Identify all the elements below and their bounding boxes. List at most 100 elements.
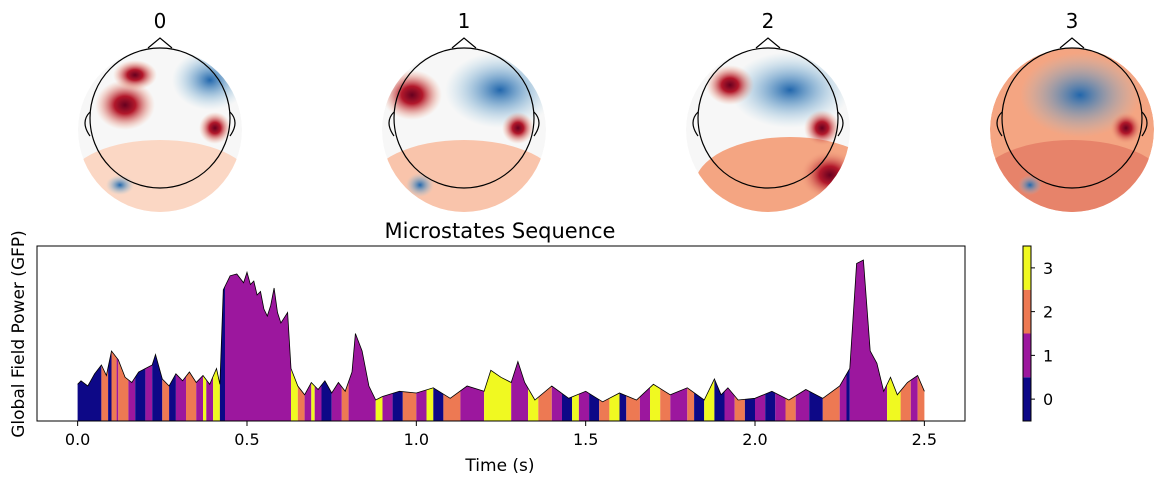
segment-state-2: [402, 391, 417, 421]
segment-state-1: [839, 374, 847, 421]
colorbar-tick-label: 3: [1043, 259, 1053, 278]
topomap-0: 0: [78, 9, 242, 212]
segment-state-2: [162, 379, 170, 421]
segment-state-2: [734, 395, 745, 421]
segment-state-0: [433, 387, 444, 421]
segment-state-1: [382, 393, 393, 421]
segment-state-1: [795, 389, 810, 421]
segment-state-2: [660, 388, 671, 421]
colorbar-tick-label: 2: [1043, 303, 1053, 322]
x-tick-label: 0.5: [234, 430, 259, 449]
segment-state-2: [900, 380, 911, 421]
segment-state-1: [724, 387, 735, 421]
segment-state-2: [687, 387, 695, 421]
colorbar: 0 1 2 3: [1022, 245, 1053, 422]
x-axis-ticks: 0.0 0.5 1.0 1.5 2.0 2.5: [65, 421, 937, 449]
segment-state-1: [348, 333, 376, 421]
segment-state-3: [650, 384, 661, 421]
segment-state-1: [206, 376, 214, 421]
segment-state-0: [619, 393, 627, 421]
segment-state-1: [196, 375, 203, 421]
segment-state-0: [589, 393, 600, 421]
segment-state-3: [375, 396, 383, 421]
segment-state-0: [321, 380, 332, 421]
x-tick-label: 1.5: [573, 430, 598, 449]
topomap-1: 1: [382, 9, 546, 212]
gfp-area: [77, 260, 925, 421]
segment-state-1: [910, 375, 918, 421]
topomap-1-label: 1: [458, 9, 471, 33]
segment-state-1: [116, 357, 119, 421]
colorbar-tick-label: 0: [1043, 390, 1053, 409]
segment-state-2: [917, 375, 925, 421]
segment-state-0: [108, 351, 112, 421]
segment-state-3: [528, 388, 539, 421]
segment-state-2: [118, 359, 129, 421]
segment-state-0: [809, 391, 823, 421]
segment-state-3: [311, 382, 315, 421]
segment-state-1: [849, 260, 888, 421]
segment-state-0: [152, 354, 163, 421]
segment-state-0: [744, 398, 755, 421]
segment-state-2: [626, 395, 640, 421]
segment-state-2: [822, 386, 840, 421]
x-axis-label: Time (s): [464, 456, 534, 476]
segment-state-1: [775, 393, 786, 421]
segment-state-0: [77, 365, 102, 421]
segment-state-3: [572, 394, 579, 421]
segment-state-3: [213, 368, 220, 421]
segment-state-1: [755, 394, 766, 421]
segment-state-0: [714, 379, 725, 421]
topomap-3: 3: [990, 9, 1154, 212]
topomap-0-label: 0: [154, 9, 167, 33]
segment-state-1: [639, 387, 650, 421]
x-tick-label: 1.0: [404, 430, 429, 449]
segment-state-2: [443, 390, 461, 421]
segment-state-2: [101, 365, 109, 421]
segment-state-2: [186, 372, 197, 421]
topomap-2-label: 2: [762, 9, 775, 33]
segment-state-0: [392, 391, 403, 421]
segment-state-1: [578, 391, 590, 421]
colorbar-tick-label: 1: [1043, 346, 1053, 365]
segment-state-0: [169, 373, 176, 421]
segment-state-0: [562, 393, 573, 421]
segment-state-0: [846, 368, 850, 421]
colorbar-frame: [1022, 245, 1032, 422]
segment-state-3: [704, 379, 715, 421]
segment-state-1: [416, 389, 427, 421]
colorbar-swatch-2: [1023, 289, 1031, 334]
segment-state-1: [145, 365, 153, 421]
segment-state-3: [426, 387, 434, 421]
segment-state-0: [219, 286, 225, 421]
colorbar-swatch-3: [1023, 246, 1031, 290]
segment-state-2: [599, 398, 610, 421]
x-tick-label: 2.0: [742, 430, 767, 449]
segment-state-1: [175, 373, 186, 421]
segment-state-1: [551, 386, 562, 421]
y-axis-label: Global Field Power (GFP): [9, 230, 29, 438]
segment-state-2: [111, 351, 117, 421]
segment-state-2: [341, 381, 349, 421]
topomap-2: 2: [686, 9, 850, 212]
plot-frame: [36, 245, 966, 422]
segment-state-0: [694, 392, 705, 421]
segment-state-1: [225, 272, 291, 421]
segment-state-1: [511, 361, 529, 421]
segment-state-1: [314, 385, 322, 421]
x-tick-label: 2.5: [912, 430, 937, 449]
x-tick-label: 0.0: [65, 430, 90, 449]
segment-state-3: [484, 370, 512, 421]
segment-state-2: [297, 386, 305, 421]
segment-state-0: [765, 391, 776, 421]
segment-state-2: [785, 395, 796, 421]
segment-state-1: [128, 377, 136, 421]
gfp-outline: [77, 259, 925, 403]
segment-state-3: [609, 393, 620, 421]
colorbar-swatch-0: [1023, 377, 1031, 421]
segment-state-1: [670, 387, 688, 421]
segment-state-3: [887, 377, 901, 421]
segment-state-3: [203, 375, 207, 421]
segment-state-0: [135, 368, 146, 421]
chart-title: Microstates Sequence: [385, 219, 616, 243]
